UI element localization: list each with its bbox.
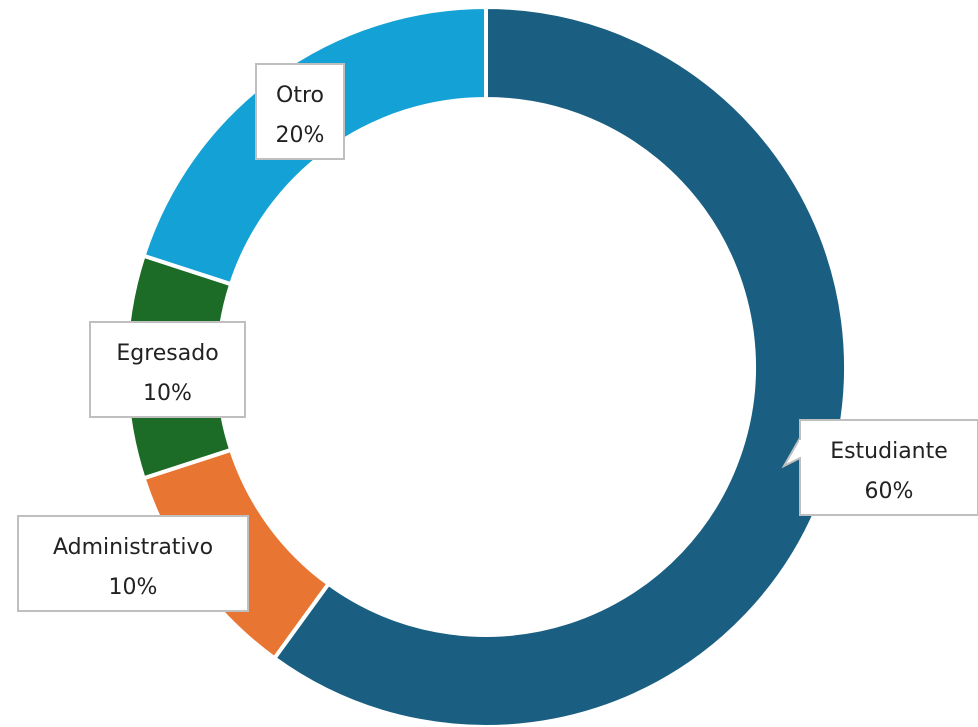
data-label-category: Administrativo: [53, 535, 213, 560]
data-label-category: Otro: [276, 83, 324, 108]
data-label-value: 10%: [143, 381, 192, 406]
data-label-pointer-joint: [799, 440, 802, 457]
data-label-otro: Otro 20%: [256, 64, 344, 159]
data-label-egresado: Egresado 10%: [90, 322, 245, 417]
data-label-value: 20%: [276, 123, 325, 148]
data-label-administrativo: Administrativo 10%: [18, 516, 248, 611]
data-label-category: Egresado: [116, 341, 218, 366]
data-label-estudiante: Estudiante 60%: [784, 420, 978, 515]
data-label-value: 10%: [109, 575, 158, 600]
data-label-value: 60%: [865, 479, 914, 504]
data-label-category: Estudiante: [830, 439, 948, 464]
